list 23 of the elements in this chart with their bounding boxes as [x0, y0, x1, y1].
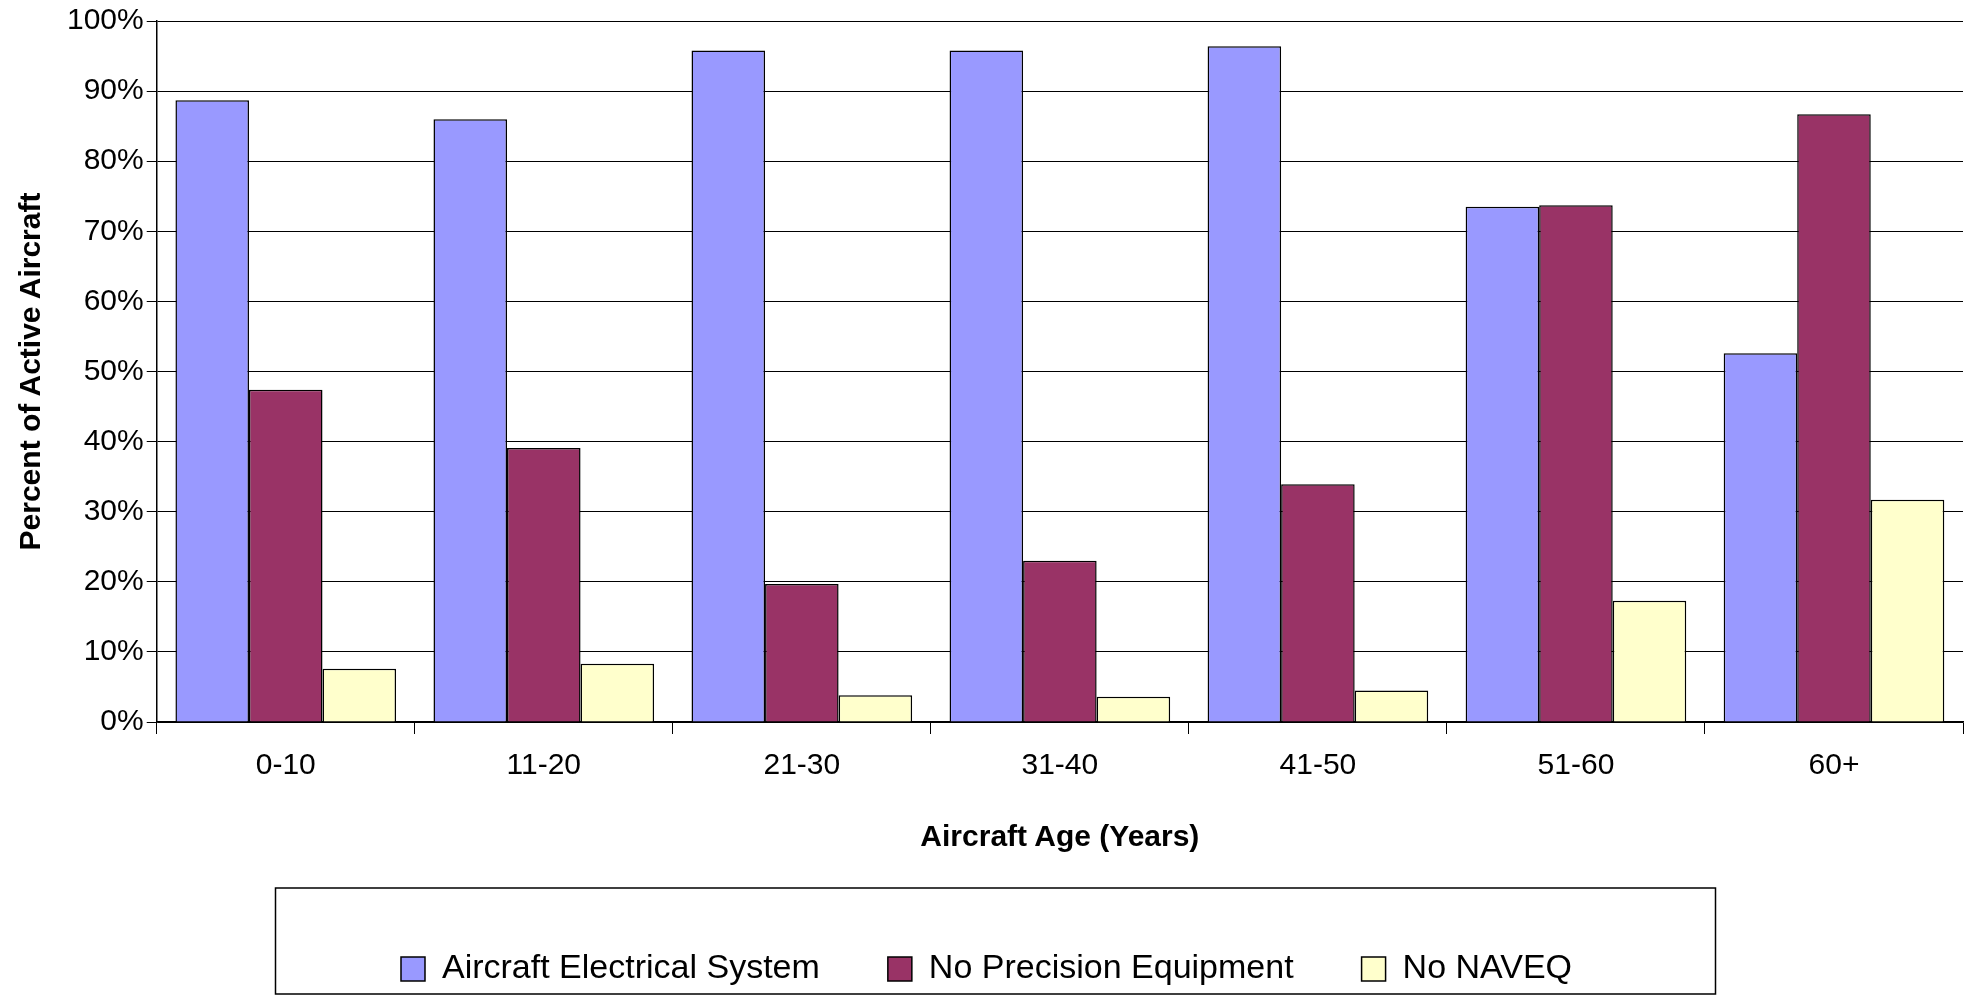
y-tick-label: 80% — [83, 142, 144, 176]
y-axis-title: Percent of Active Aircraft — [13, 192, 47, 551]
y-tick-label: 70% — [83, 212, 144, 246]
y-tick-label: 90% — [83, 72, 144, 106]
y-tick-label: 20% — [83, 563, 144, 597]
y-tick-label: 40% — [83, 422, 144, 456]
legend-label: No Precision Equipment — [928, 947, 1295, 986]
legend-label: No NAVEQ — [1402, 947, 1573, 986]
legend-label: Aircraft Electrical System — [442, 947, 820, 986]
x-tick-label: 21-30 — [763, 747, 841, 781]
y-tick-label: 50% — [83, 352, 144, 386]
y-tick-label: 10% — [83, 633, 144, 667]
x-tick-label: 0-10 — [255, 747, 316, 781]
x-tick-label: 41-50 — [1279, 747, 1357, 781]
y-tick-label: 30% — [83, 492, 144, 526]
x-tick-label: 31-40 — [1021, 747, 1099, 781]
x-tick-label: 51-60 — [1537, 747, 1615, 781]
y-tick-label: 60% — [83, 282, 144, 316]
x-axis-title: Aircraft Age (Years) — [920, 819, 1200, 853]
x-tick-label: 60+ — [1808, 747, 1860, 781]
x-tick-label: 11-20 — [506, 747, 582, 781]
y-tick-label: 100% — [66, 2, 144, 36]
y-tick-label: 0% — [100, 703, 144, 737]
